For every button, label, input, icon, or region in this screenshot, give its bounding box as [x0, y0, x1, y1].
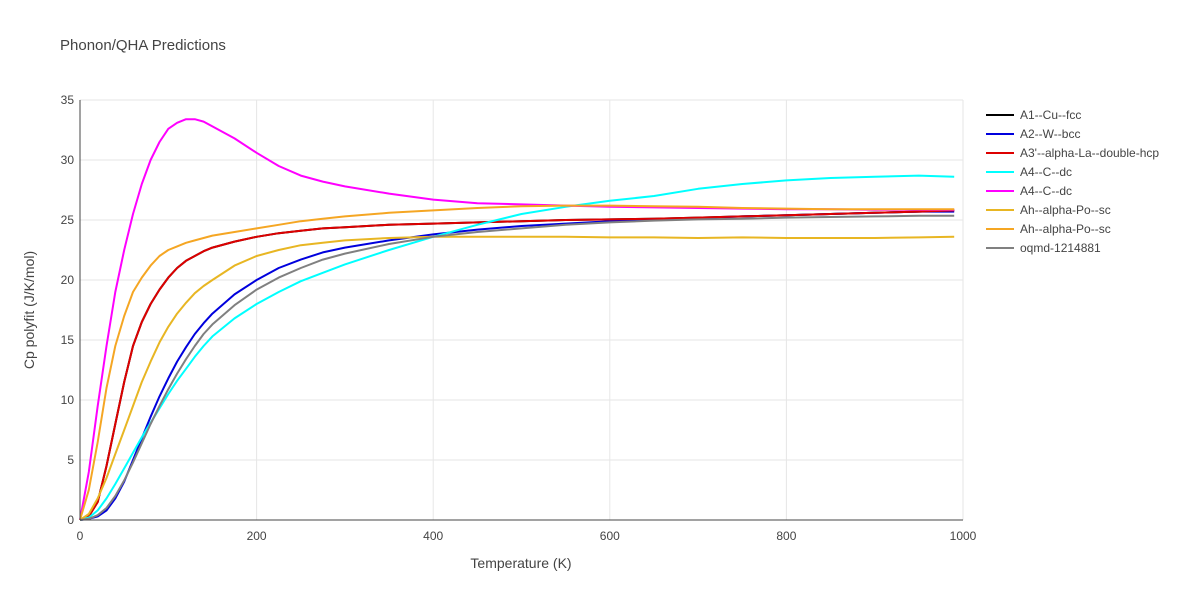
legend-item[interactable]: Ah--alpha-Po--sc — [986, 203, 1111, 217]
x-tick-label: 200 — [247, 529, 267, 543]
legend-label: Ah--alpha-Po--sc — [1020, 222, 1111, 236]
y-tick-label: 15 — [61, 333, 75, 347]
y-tick-label: 10 — [61, 393, 75, 407]
legend-item[interactable]: A4--C--dc — [986, 165, 1072, 179]
legend-label: Ah--alpha-Po--sc — [1020, 203, 1111, 217]
y-axis-title: Cp polyfit (J/K/mol) — [21, 251, 37, 369]
series-lines — [79, 118, 955, 521]
series-line-4 — [79, 118, 955, 521]
series-line-6 — [79, 204, 955, 521]
x-tick-label: 0 — [77, 529, 84, 543]
x-tick-label: 1000 — [950, 529, 977, 543]
legend-item[interactable]: A2--W--bcc — [986, 127, 1080, 141]
x-axis-title: Temperature (K) — [470, 555, 571, 571]
series-line-2 — [79, 209, 955, 521]
legend-label: A4--C--dc — [1020, 184, 1072, 198]
y-tick-label: 20 — [61, 273, 75, 287]
legend[interactable]: A1--Cu--fcc A2--W--bcc A3'--alpha-La--doub… — [986, 108, 1159, 255]
series-line-7 — [79, 214, 955, 521]
series-line-5 — [79, 235, 955, 521]
y-tick-label: 25 — [61, 213, 75, 227]
x-tick-label: 400 — [423, 529, 443, 543]
legend-label: oqmd-1214881 — [1020, 241, 1101, 255]
series-line-0 — [79, 209, 955, 521]
legend-label: A1--Cu--fcc — [1020, 108, 1081, 122]
x-tick-label: 600 — [600, 529, 620, 543]
y-tick-label: 0 — [67, 513, 74, 527]
x-tick-label: 800 — [776, 529, 796, 543]
legend-label: A3'--alpha-La--double-hcp — [1020, 146, 1159, 160]
legend-item[interactable]: Ah--alpha-Po--sc — [986, 222, 1111, 236]
legend-label: A2--W--bcc — [1020, 127, 1080, 141]
grid — [80, 99, 964, 520]
y-tick-label: 30 — [61, 153, 75, 167]
y-tick-label: 35 — [61, 93, 75, 107]
y-tick-label: 5 — [67, 453, 74, 467]
legend-item[interactable]: oqmd-1214881 — [986, 241, 1101, 255]
legend-item[interactable]: A4--C--dc — [986, 184, 1072, 198]
x-tick-labels: 0 200 400 600 800 1000 — [77, 529, 977, 543]
legend-label: A4--C--dc — [1020, 165, 1072, 179]
series-line-3 — [79, 174, 955, 521]
chart-title: Phonon/QHA Predictions — [60, 37, 226, 54]
legend-item[interactable]: A3'--alpha-La--double-hcp — [986, 146, 1159, 160]
legend-item[interactable]: A1--Cu--fcc — [986, 108, 1081, 122]
series-line-1 — [79, 210, 955, 521]
y-tick-labels: 0 5 10 15 20 25 30 35 — [61, 93, 75, 527]
